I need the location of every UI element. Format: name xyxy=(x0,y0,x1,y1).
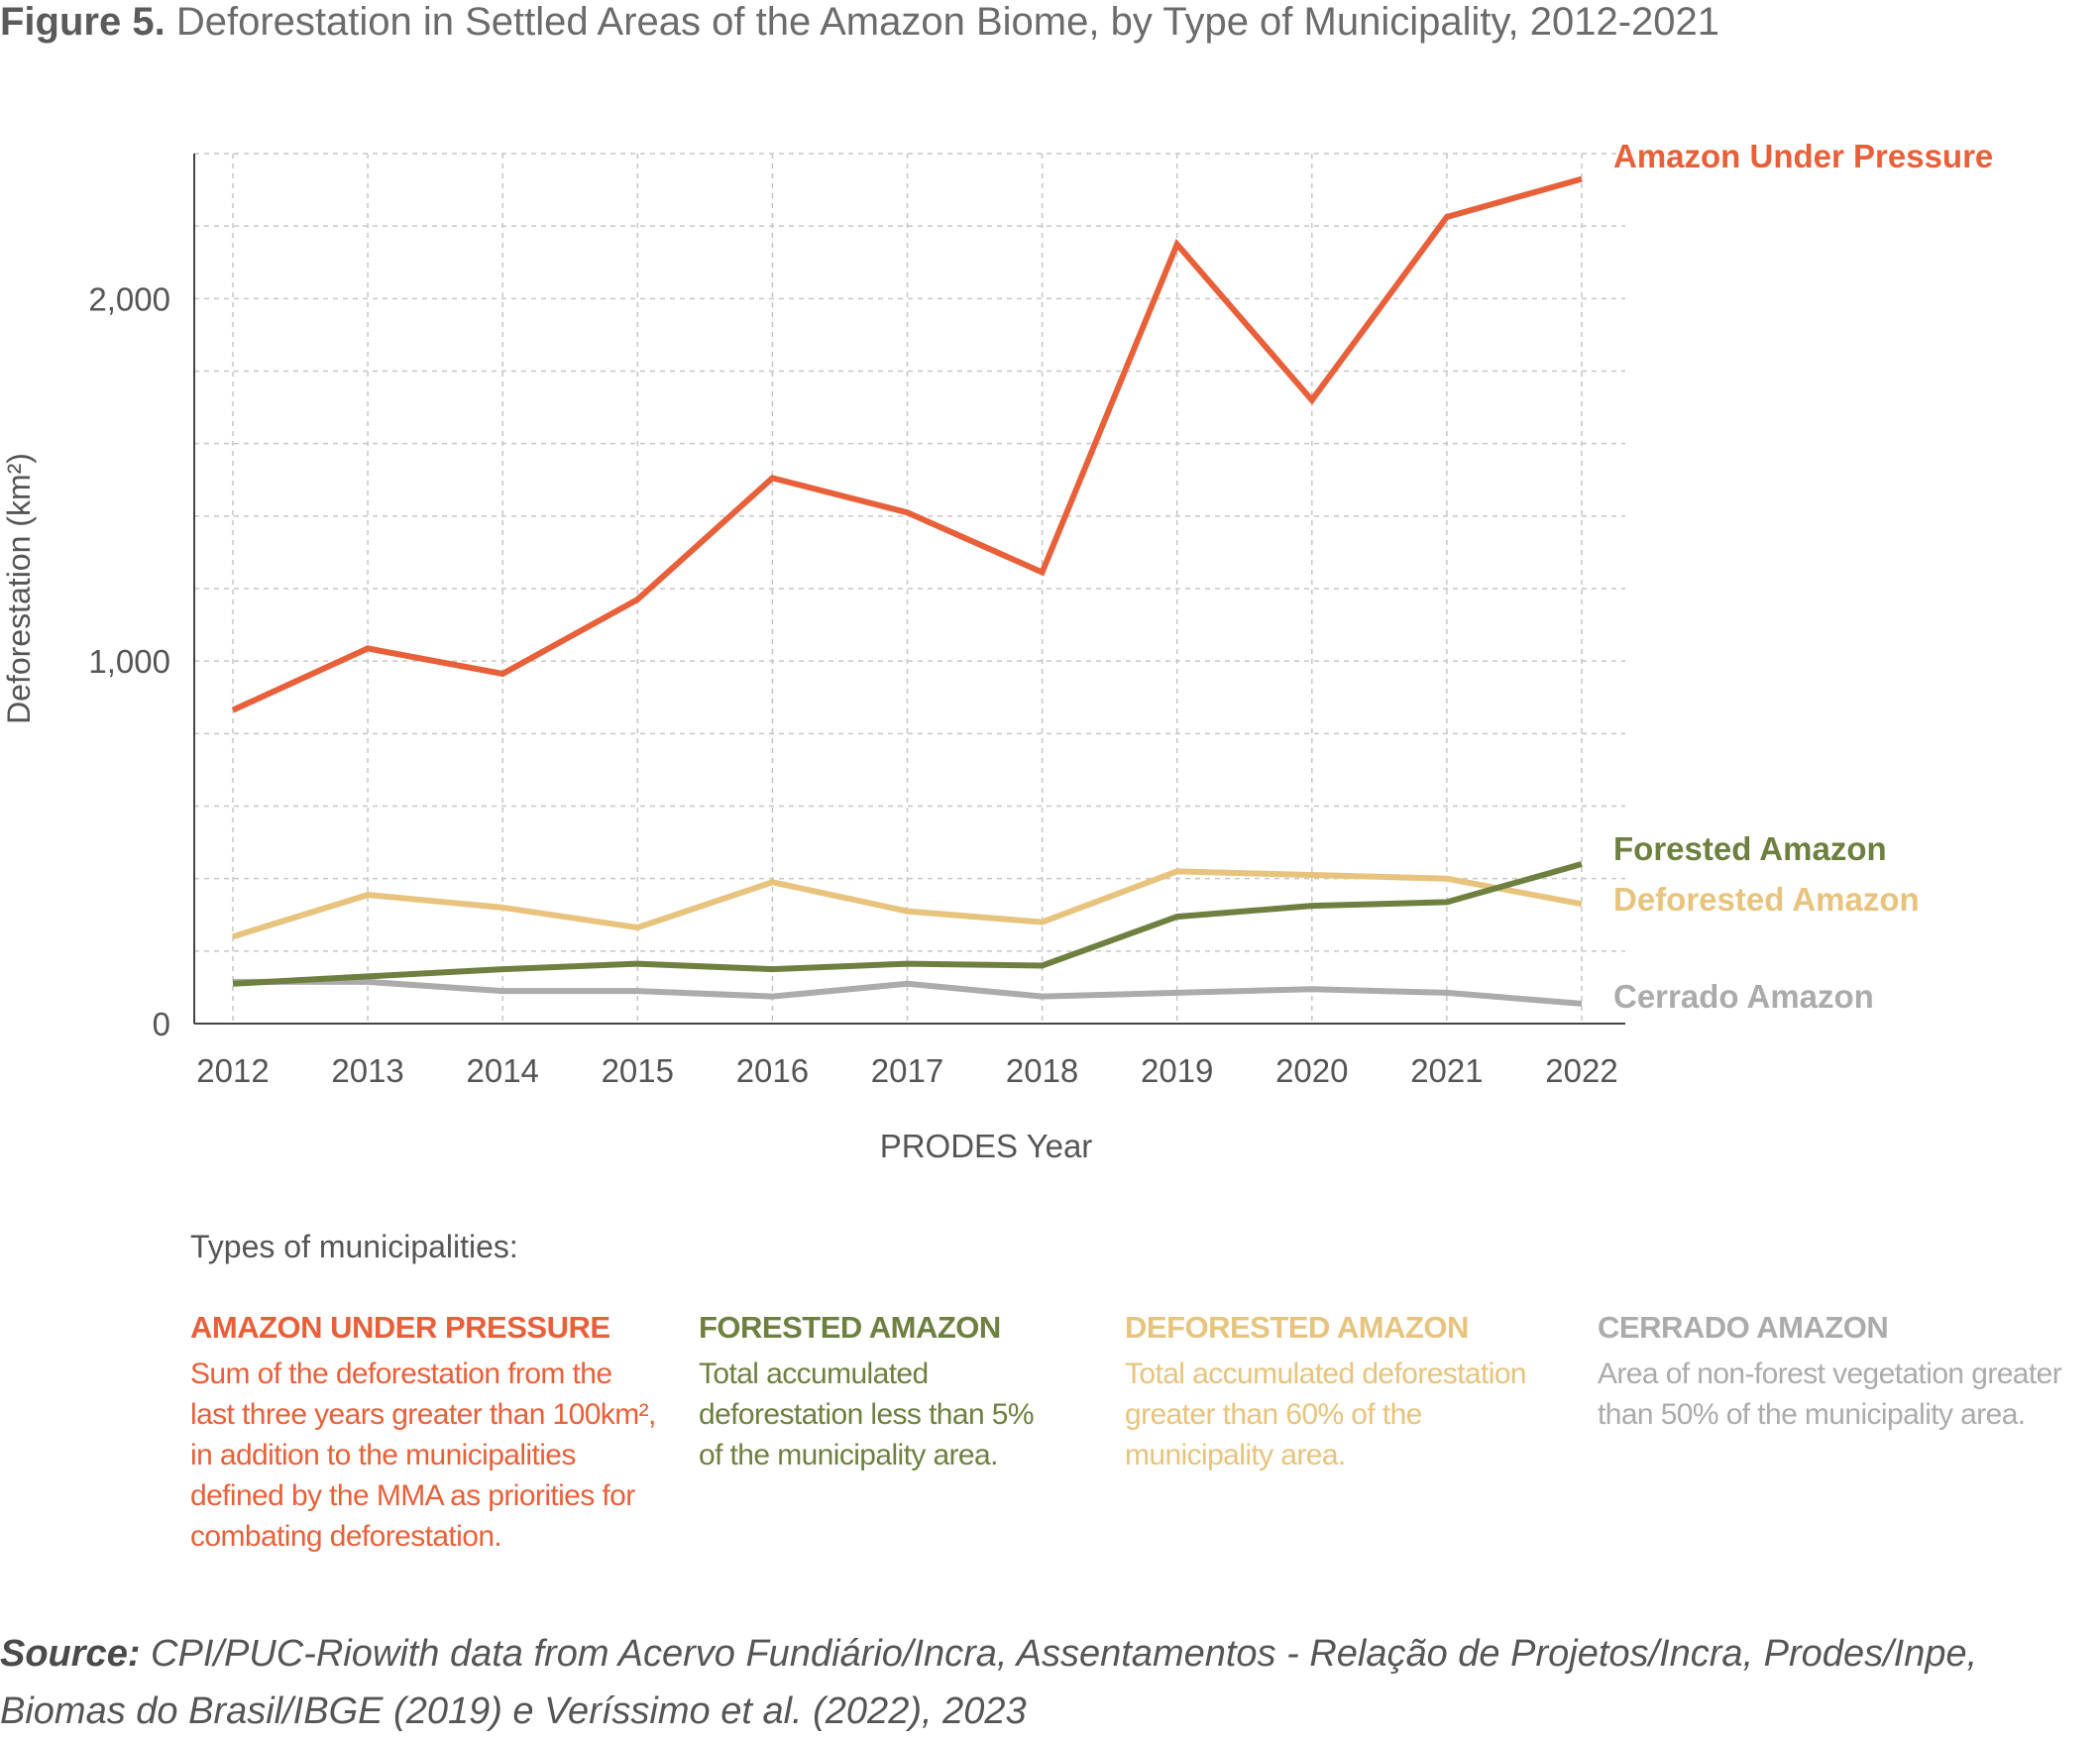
type-definition-line: municipality area. xyxy=(1125,1439,1346,1471)
figure-title-text: Deforestation in Settled Areas of the Am… xyxy=(175,0,1720,44)
x-tick-label: 2015 xyxy=(602,1052,674,1089)
series-label-deforested-amazon: Deforested Amazon xyxy=(1613,881,1920,918)
type-definition-name: CERRADO AMAZON xyxy=(1598,1310,1889,1345)
figure-title: Figure 5. Deforestation in Settled Areas… xyxy=(0,0,1719,45)
y-axis-label: Deforestation (km²) xyxy=(1,453,37,724)
type-definition-deforested-amazon: DEFORESTED AMAZON Total accumulated defor… xyxy=(1125,1310,1527,1475)
type-definition-line: defined by the MMA as priorities for xyxy=(190,1479,635,1512)
type-definition-line: Total accumulated xyxy=(699,1358,929,1390)
type-definition-cerrado-amazon: CERRADO AMAZON Area of non-forest vegetat… xyxy=(1598,1310,2062,1435)
x-tick-label: 2013 xyxy=(331,1052,403,1089)
series-label-cerrado-amazon: Cerrado Amazon xyxy=(1613,978,1874,1015)
source-note: Source: CPI/PUC-Riowith data from Acervo… xyxy=(0,1625,2100,1740)
type-definition-line: Sum of the deforestation from the xyxy=(190,1358,612,1390)
series-lines xyxy=(231,175,1583,1007)
series-label-forested-amazon: Forested Amazon xyxy=(1613,830,1887,867)
series-line-cerrado-amazon xyxy=(233,978,1583,1007)
type-definition-line: in addition to the municipalities xyxy=(190,1439,576,1471)
x-tick-label: 2016 xyxy=(736,1052,809,1089)
y-tick-labels: 0 1,000 2,000 xyxy=(88,280,170,1042)
type-definition-name: AMAZON UNDER PRESSURE xyxy=(190,1310,610,1345)
y-tick-label: 2,000 xyxy=(88,280,170,317)
x-tick-labels: 2012 2013 2014 2015 2016 2017 2018 2019 2020 2021… xyxy=(196,1052,1617,1089)
x-tick-label: 2022 xyxy=(1545,1052,1617,1089)
type-definition-line: greater than 60% of the xyxy=(1125,1398,1422,1431)
type-definition-amazon-under-pressure: AMAZON UNDER PRESSURE Sum of the deforest… xyxy=(190,1310,656,1557)
type-definition-line: of the municipality area. xyxy=(699,1439,998,1471)
type-definition-line: Area of non-forest vegetation greater xyxy=(1598,1358,2062,1390)
y-tick-label: 1,000 xyxy=(88,643,170,680)
type-definition-line: than 50% of the municipality area. xyxy=(1598,1398,2026,1431)
type-definition-line: last three years greater than 100km², xyxy=(190,1398,656,1431)
figure-label: Figure 5. xyxy=(0,0,166,44)
type-definition-name: FORESTED AMAZON xyxy=(699,1310,1001,1345)
line-chart: 0 1,000 2,000 2012 2013 2014 2015 2016 2017 2018… xyxy=(1,138,1993,1164)
x-tick-label: 2020 xyxy=(1275,1052,1348,1089)
x-tick-label: 2012 xyxy=(196,1052,269,1089)
x-tick-label: 2014 xyxy=(466,1052,538,1089)
series-line-forested-amazon xyxy=(232,861,1583,987)
type-definition-line: combating deforestation. xyxy=(190,1520,502,1553)
gridlines xyxy=(194,153,1625,1024)
source-text: CPI/PUC-Riowith data from Acervo Fundiár… xyxy=(0,1633,1978,1732)
type-definition-forested-amazon: FORESTED AMAZON Total accumulated deforest… xyxy=(699,1310,1035,1475)
series-line-deforested-amazon xyxy=(232,868,1583,940)
x-tick-label: 2018 xyxy=(1006,1052,1078,1089)
type-definition-line: Total accumulated deforestation xyxy=(1125,1358,1527,1390)
x-axis-label: PRODES Year xyxy=(880,1128,1093,1164)
type-definition-name: DEFORESTED AMAZON xyxy=(1125,1310,1469,1345)
series-label-amazon-under-pressure: Amazon Under Pressure xyxy=(1613,138,1993,174)
x-tick-label: 2021 xyxy=(1410,1052,1483,1089)
type-definition-line: deforestation less than 5% xyxy=(699,1398,1035,1431)
source-label: Source: xyxy=(0,1633,141,1675)
y-tick-label: 0 xyxy=(153,1006,170,1042)
x-tick-label: 2017 xyxy=(871,1052,943,1089)
series-labels: Amazon Under Pressure Forested Amazon Defo… xyxy=(1613,138,1993,1015)
x-tick-label: 2019 xyxy=(1141,1052,1213,1089)
series-line-amazon-under-pressure xyxy=(231,175,1583,713)
types-heading: Types of municipalities: xyxy=(190,1229,518,1264)
